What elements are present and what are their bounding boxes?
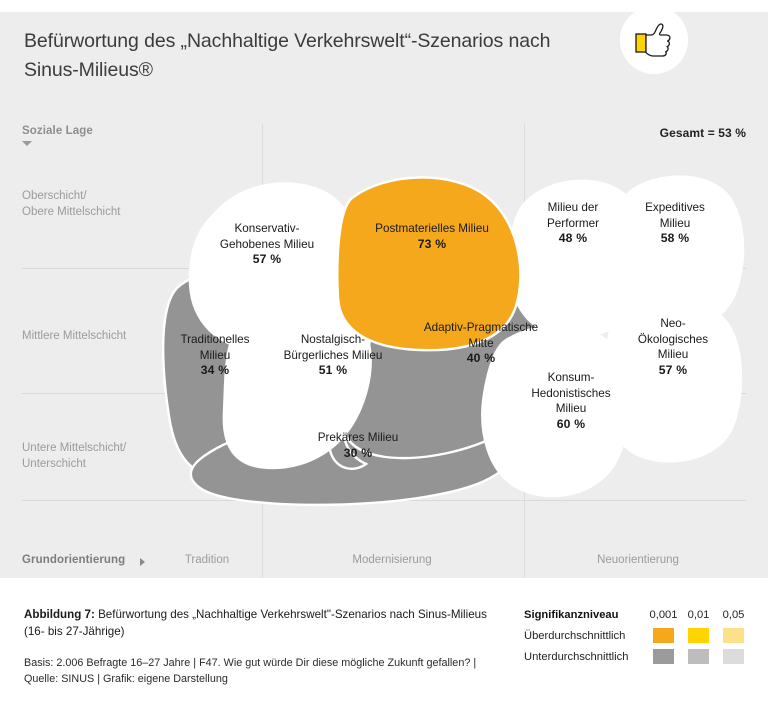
legend-swatch-cell (681, 628, 716, 643)
label-line: Mitte (468, 336, 494, 350)
legend-row-label: Überdurchschnittlich (524, 629, 626, 642)
bubble-postmaterielles-milieu (336, 176, 522, 352)
label-line: Performer (547, 216, 599, 230)
label-line: Hedonistisches (531, 386, 611, 400)
legend-row-ueberdurchschnittlich: Überdurchschnittlich (524, 625, 754, 646)
legend-header-row: Signifikanzniveau 0,001 0,01 0,05 (524, 604, 754, 625)
label-value: 40 % (466, 351, 496, 365)
total-value: Gesamt = 53 % (659, 126, 746, 140)
bubble-label-expeditives-milieu: Expeditives Milieu 58 % (620, 200, 730, 247)
figure-caption-text: Befürwortung des „Nachhaltige Verkehrswe… (24, 608, 487, 638)
legend-row-label: Unterdurchschnittlich (524, 650, 629, 663)
label-line: Milieu (555, 402, 587, 415)
bubble-label-konservativ-gehobenes-milieu: Konservativ- Gehobenes Milieu 57 % (196, 221, 338, 268)
label-value: 48 % (558, 231, 588, 245)
y-axis-label: Soziale Lage (22, 125, 93, 137)
x-axis-label: Grundorientierung (22, 554, 126, 566)
x-tick-tradition: Tradition (184, 554, 230, 566)
legend-swatch-over-001 (688, 628, 709, 643)
figure-basis-note: Basis: 2.006 Befragte 16–27 Jahre | F47.… (24, 657, 477, 685)
legend-swatch-under-0001 (653, 649, 674, 664)
label-line: Konservativ- (234, 222, 300, 235)
y-tick-untere-mittelschicht: Untere Mittelschicht/ Unterschicht (22, 440, 126, 472)
label-value: 60 % (556, 416, 586, 431)
y-tick-line: Untere Mittelschicht/ (22, 442, 127, 454)
label-value: 57 % (658, 362, 688, 377)
legend-level-1: 0,01 (687, 608, 710, 621)
bubble-label-traditionelles-milieu: Traditionelles Milieu 34 % (163, 332, 267, 379)
label-line: Gehobenes Milieu (219, 237, 315, 251)
label-line: Milieu (657, 348, 689, 361)
label-line: Expeditives (645, 201, 705, 214)
bubble-label-konsum-hedonistisches-milieu: Konsum- Hedonistisches Milieu 60 % (508, 370, 634, 432)
label-line: Postmaterielles Milieu (375, 222, 489, 235)
legend-swatch-cell (716, 628, 751, 643)
figure-caption-label: Abbildung 7: (24, 608, 95, 621)
y-tick-mittlere-mittelschicht: Mittlere Mittelschicht (22, 330, 127, 342)
legend-swatch-cell (646, 649, 681, 664)
chart-panel: .bsh { stroke: #ffffff; stroke-width: 2.… (0, 12, 768, 578)
footer: Abbildung 7: Befürwortung des „Nachhalti… (0, 578, 768, 707)
y-tick-oberschicht: Oberschicht/ Obere Mittelschicht (22, 188, 120, 220)
bubble-cloud: .bsh { stroke: #ffffff; stroke-width: 2.… (162, 175, 745, 507)
label-line: Neo- (660, 317, 686, 330)
bubble-label-postmaterielles-milieu: Postmaterielles Milieu 73 % (340, 221, 524, 252)
label-line: Milieu (199, 348, 231, 362)
page-title: Befürwortung des „Nachhaltige Verkehrswe… (24, 30, 551, 81)
legend-level-0: 0,001 (649, 608, 678, 621)
legend-swatch-under-001 (688, 649, 709, 664)
label-line: Adaptiv-Pragmatische (423, 321, 539, 334)
x-axis-arrow-icon (140, 558, 145, 566)
label-value: 30 % (343, 445, 373, 460)
y-tick-line: Obere Mittelschicht (22, 206, 121, 218)
x-tick-modernisierung: Modernisierung (352, 554, 432, 566)
label-value: 73 % (417, 236, 447, 251)
y-axis-arrow-icon (22, 141, 32, 146)
label-line: Bürgerliches Milieu (283, 348, 383, 362)
label-line: Traditionelles (180, 333, 250, 346)
label-line: Prekäres Milieu (317, 431, 399, 444)
legend-swatch-cell (646, 628, 681, 643)
label-value: 51 % (318, 363, 348, 377)
y-tick-line: Unterschicht (22, 458, 86, 470)
legend-swatch-cell (681, 649, 716, 664)
thumbs-up-badge (620, 6, 688, 74)
label-line: Milieu der (547, 201, 599, 214)
label-line: Konsum- (547, 371, 595, 384)
label-value: 58 % (660, 231, 690, 245)
figure-caption: Abbildung 7: Befürwortung des „Nachhalti… (24, 607, 490, 640)
x-tick-neuorientierung: Neuorientierung (597, 554, 679, 566)
label-line: Nostalgisch- (300, 333, 366, 346)
legend-swatch-under-005 (723, 649, 744, 664)
label-value: 57 % (252, 252, 282, 266)
legend-level-2: 0,05 (722, 608, 745, 621)
legend-title: Signifikanzniveau (524, 608, 619, 621)
legend: Signifikanzniveau 0,001 0,01 0,05 Überdu… (524, 604, 754, 667)
bubble-konsum-hedonistisches-milieu (481, 324, 631, 498)
thumbs-up-icon (620, 6, 688, 74)
bubble-label-prekaeres-milieu: Prekäres Milieu 30 % (268, 430, 448, 461)
bubble-label-adaptiv-pragmatische-mitte: Adaptiv-Pragmatische Mitte 40 % (398, 320, 564, 367)
label-line: Milieu (659, 216, 691, 230)
legend-swatch-over-005 (723, 628, 744, 643)
bubble-label-milieu-der-performer: Milieu der Performer 48 % (518, 200, 628, 247)
legend-row-unterdurchschnittlich: Unterdurchschnittlich (524, 646, 754, 667)
y-tick-line: Oberschicht/ (22, 190, 87, 202)
bubble-label-neo-oekologisches-milieu: Neo- Ökologisches Milieu 57 % (618, 316, 728, 378)
legend-swatch-over-0001 (653, 628, 674, 643)
label-value: 34 % (200, 363, 230, 377)
label-line: Ökologisches (637, 332, 709, 346)
legend-swatch-cell (716, 649, 751, 664)
bubble-label-nostalgisch-buergerliches-milieu: Nostalgisch- Bürgerliches Milieu 51 % (258, 332, 408, 379)
